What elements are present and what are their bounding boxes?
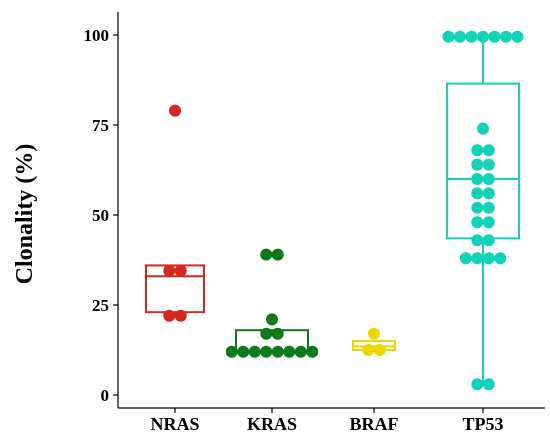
data-point-tp53 (465, 30, 478, 43)
data-point-tp53 (482, 158, 495, 171)
data-point-tp53 (482, 173, 495, 185)
data-point-tp53 (488, 30, 501, 43)
data-point-nras (174, 264, 187, 277)
data-point-tp53 (442, 30, 455, 43)
data-point-kras (271, 248, 284, 261)
data-point-kras (260, 248, 273, 261)
data-point-tp53 (471, 201, 484, 214)
x-tick-label: NRAS (150, 414, 199, 434)
data-point-tp53 (482, 234, 495, 247)
data-point-braf (362, 344, 375, 356)
data-point-tp53 (482, 144, 495, 157)
data-point-nras (163, 264, 176, 277)
data-point-nras (174, 309, 187, 322)
data-point-tp53 (471, 173, 484, 185)
data-point-tp53 (500, 30, 512, 43)
data-point-tp53 (477, 30, 489, 43)
y-tick-label: 25 (92, 296, 109, 315)
data-point-kras (260, 327, 273, 340)
data-point-tp53 (482, 216, 495, 229)
box (446, 82, 520, 240)
data-point-tp53 (477, 122, 489, 135)
data-point-tp53 (471, 378, 484, 391)
data-point-tp53 (471, 158, 484, 171)
y-axis-title: Clonality (%) (12, 144, 38, 285)
data-point-kras (260, 345, 273, 358)
boxplots (145, 36, 520, 385)
data-point-kras (266, 313, 278, 326)
data-point-braf (373, 344, 386, 356)
data-point-tp53 (511, 30, 524, 43)
data-point-kras (225, 345, 238, 358)
tick-labels: 0 25 50 75 100 NRAS KRAS BRAF TP53 (84, 26, 504, 434)
data-point-kras (283, 345, 296, 358)
data-points (163, 30, 524, 391)
data-point-nras (163, 309, 176, 322)
data-point-kras (248, 345, 261, 358)
data-point-tp53 (494, 252, 507, 265)
x-tick-label: KRAS (247, 414, 297, 434)
data-point-tp53 (482, 201, 495, 214)
data-point-tp53 (454, 30, 466, 43)
data-point-tp53 (471, 144, 484, 157)
data-point-braf (368, 327, 380, 340)
y-tick-label: 0 (101, 386, 110, 405)
data-point-kras (306, 345, 319, 358)
data-point-tp53 (471, 216, 484, 229)
data-point-tp53 (459, 252, 472, 265)
boxplot-tp53 (446, 36, 520, 385)
data-point-kras (271, 327, 284, 340)
data-point-kras (294, 345, 307, 358)
data-point-tp53 (471, 252, 484, 265)
data-point-tp53 (482, 252, 495, 265)
data-point-kras (271, 345, 284, 358)
data-point-tp53 (482, 187, 495, 200)
box (145, 264, 205, 314)
data-point-kras (237, 345, 250, 358)
x-tick-label: BRAF (350, 414, 399, 434)
x-tick-label: TP53 (462, 414, 503, 434)
data-point-tp53 (471, 234, 484, 247)
y-tick-label: 50 (92, 206, 109, 225)
data-point-nras (169, 104, 181, 117)
axes (113, 12, 545, 413)
data-point-tp53 (482, 378, 495, 391)
boxplot-nras (145, 264, 205, 316)
y-tick-label: 75 (92, 116, 109, 135)
y-tick-label: 100 (84, 26, 110, 45)
data-point-tp53 (471, 187, 484, 200)
